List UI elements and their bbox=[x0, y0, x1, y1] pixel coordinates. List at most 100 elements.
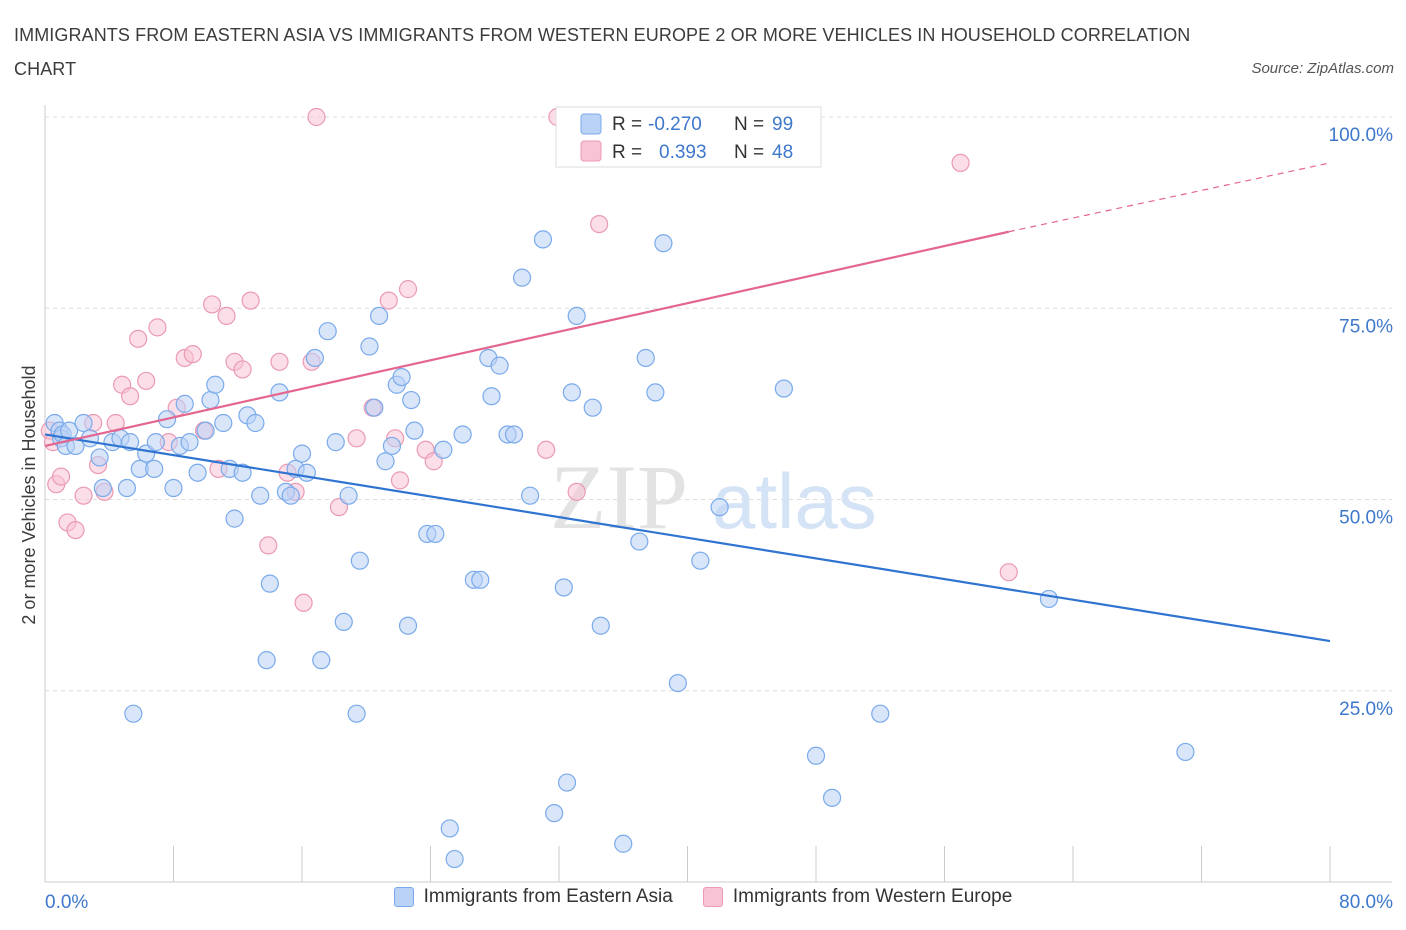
legend-n-label-blue: N = bbox=[734, 114, 764, 135]
point-eastern-asia bbox=[93, 478, 112, 498]
legend-r-value-pink: 0.393 bbox=[659, 142, 707, 163]
series-legend: Immigrants from Eastern Asia Immigrants … bbox=[0, 886, 1406, 908]
legend-r-value-blue: -0.270 bbox=[648, 114, 702, 135]
point-eastern-asia bbox=[206, 375, 225, 394]
point-western-europe bbox=[294, 593, 313, 612]
point-eastern-asia bbox=[806, 746, 826, 765]
point-eastern-asia bbox=[710, 498, 729, 517]
trendline-eastern-asia bbox=[44, 433, 1331, 643]
legend-item-western-europe[interactable]: Immigrants from Western Europe bbox=[702, 886, 1012, 908]
point-eastern-asia bbox=[188, 463, 207, 482]
point-eastern-asia bbox=[520, 486, 540, 505]
point-western-europe bbox=[217, 306, 236, 325]
legend-item-eastern-asia[interactable]: Immigrants from Eastern Asia bbox=[393, 886, 673, 908]
trendline-western-europe bbox=[44, 230, 1009, 448]
y-tick-label: 75.0% bbox=[1339, 316, 1393, 337]
point-eastern-asia bbox=[347, 704, 366, 723]
point-eastern-asia bbox=[257, 651, 276, 670]
point-western-europe bbox=[74, 486, 93, 505]
point-eastern-asia bbox=[74, 413, 93, 433]
point-eastern-asia bbox=[822, 788, 842, 807]
point-eastern-asia bbox=[871, 704, 890, 723]
point-eastern-asia bbox=[292, 444, 312, 463]
point-western-europe bbox=[537, 440, 556, 459]
point-eastern-asia bbox=[66, 436, 85, 456]
point-eastern-asia bbox=[453, 425, 472, 444]
point-western-europe bbox=[999, 563, 1018, 582]
legend-n-value-blue: 99 bbox=[772, 114, 793, 135]
point-eastern-asia bbox=[201, 390, 220, 410]
point-western-europe bbox=[241, 291, 260, 310]
x-tick-label: 80.0% bbox=[1339, 892, 1393, 913]
point-eastern-asia bbox=[318, 322, 337, 341]
point-western-europe bbox=[270, 352, 289, 371]
point-eastern-asia bbox=[646, 383, 665, 402]
point-western-europe bbox=[66, 520, 85, 540]
point-eastern-asia bbox=[583, 398, 602, 417]
point-western-europe bbox=[233, 360, 252, 379]
point-eastern-asia bbox=[297, 463, 316, 482]
point-eastern-asia bbox=[281, 486, 300, 505]
point-eastern-asia bbox=[398, 616, 418, 635]
legend-swatch-eastern-asia bbox=[393, 887, 414, 907]
point-eastern-asia bbox=[180, 433, 199, 452]
point-eastern-asia bbox=[376, 452, 395, 471]
point-eastern-asia bbox=[145, 459, 164, 478]
point-eastern-asia bbox=[382, 436, 402, 456]
point-eastern-asia bbox=[434, 440, 453, 459]
tick-labels: 25.0% 50.0% 75.0% 100.0% 0.0% 80.0% bbox=[45, 125, 1393, 913]
chart-title: IMMIGRANTS FROM EASTERN ASIA VS IMMIGRAN… bbox=[14, 25, 1191, 79]
legend-n-label-pink: N = bbox=[734, 142, 764, 163]
point-eastern-asia bbox=[445, 849, 464, 869]
point-eastern-asia bbox=[225, 509, 244, 528]
point-eastern-asia bbox=[774, 379, 793, 398]
point-eastern-asia bbox=[360, 337, 379, 356]
point-eastern-asia bbox=[146, 433, 165, 452]
point-eastern-asia bbox=[426, 524, 445, 544]
point-eastern-asia bbox=[196, 421, 215, 440]
point-eastern-asia bbox=[630, 532, 649, 551]
point-western-europe bbox=[121, 387, 140, 406]
point-eastern-asia bbox=[471, 570, 490, 589]
point-eastern-asia bbox=[312, 651, 331, 670]
watermark: ZIP atlas bbox=[550, 446, 877, 548]
legend-swatch-western-europe bbox=[702, 887, 723, 907]
legend-r-label-pink: R = bbox=[612, 142, 642, 163]
point-eastern-asia bbox=[334, 612, 353, 632]
point-eastern-asia bbox=[251, 486, 270, 505]
point-eastern-asia bbox=[350, 551, 369, 570]
point-eastern-asia bbox=[392, 368, 411, 387]
legend-n-value-pink: 48 bbox=[772, 142, 793, 163]
point-eastern-asia bbox=[246, 413, 265, 433]
point-eastern-asia bbox=[233, 463, 252, 482]
point-eastern-asia bbox=[117, 478, 137, 498]
point-western-europe bbox=[379, 291, 398, 310]
point-eastern-asia bbox=[554, 578, 573, 597]
point-western-europe bbox=[137, 371, 156, 391]
point-western-europe bbox=[51, 467, 71, 486]
source-label: Source: ZipAtlas.com bbox=[1251, 60, 1394, 77]
trendline-western-europe-extension bbox=[1008, 162, 1331, 233]
point-eastern-asia bbox=[557, 773, 577, 792]
stats-legend-box: R = -0.270 N = 99 R = 0.393 N = 48 bbox=[555, 106, 822, 168]
point-eastern-asia bbox=[90, 448, 109, 467]
legend-swatch-blue bbox=[580, 113, 602, 135]
point-eastern-asia bbox=[1039, 589, 1059, 609]
point-western-europe bbox=[129, 329, 148, 348]
point-eastern-asia bbox=[504, 425, 524, 444]
point-eastern-asia bbox=[370, 306, 389, 325]
point-eastern-asia bbox=[512, 268, 532, 287]
axes bbox=[44, 105, 1392, 883]
point-western-europe bbox=[390, 471, 410, 490]
y-tick-label: 50.0% bbox=[1339, 508, 1393, 529]
point-western-europe bbox=[148, 318, 167, 337]
y-tick-label: 100.0% bbox=[1329, 125, 1394, 146]
point-western-europe bbox=[567, 482, 586, 501]
point-eastern-asia bbox=[365, 398, 384, 417]
point-eastern-asia bbox=[402, 390, 421, 410]
grid-lines bbox=[45, 116, 1392, 692]
point-eastern-asia bbox=[533, 230, 553, 249]
trend-lines bbox=[44, 162, 1331, 643]
point-eastern-asia bbox=[614, 834, 633, 853]
